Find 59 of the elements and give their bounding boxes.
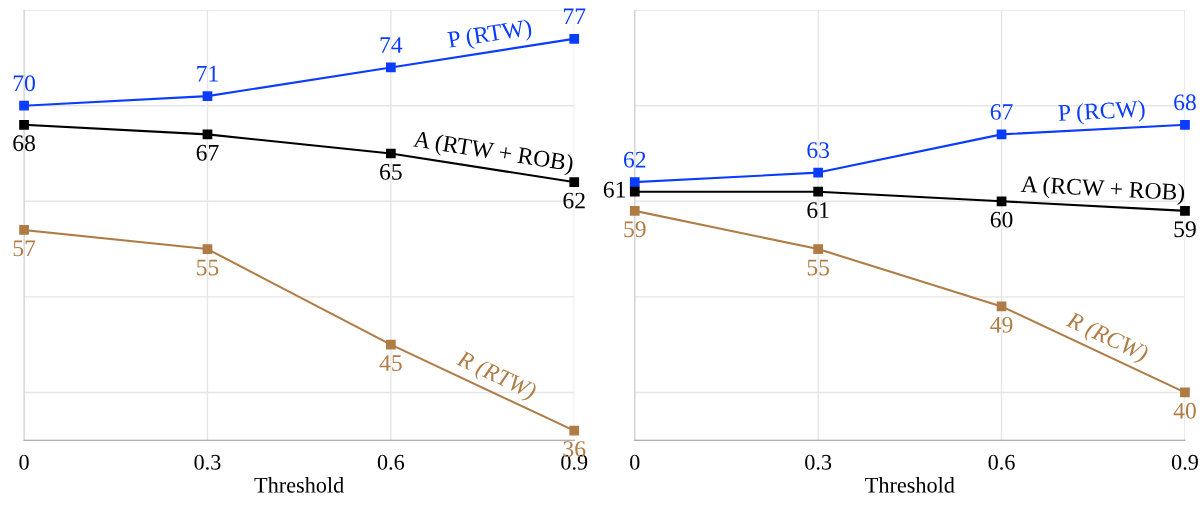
data-label: 71 <box>197 65 218 82</box>
data-label: 65 <box>380 163 402 180</box>
point <box>569 177 580 188</box>
data-label: 55 <box>807 259 830 276</box>
data-label: 77 <box>564 8 586 25</box>
series-label: A (RCW + ROB) <box>1020 175 1185 206</box>
series-label: P (RCW) <box>1058 99 1146 126</box>
data-label: 61 <box>603 181 626 198</box>
data-label: 40 <box>1173 402 1196 419</box>
text: R (RCW) <box>1063 310 1150 367</box>
data-label: 62 <box>623 151 646 168</box>
point <box>569 425 580 436</box>
text: A (RTW + ROB) <box>412 130 574 177</box>
x-tick-label: 0.9 <box>1171 454 1198 470</box>
x-tick-label: 0.3 <box>805 454 832 470</box>
point <box>629 205 640 216</box>
point <box>629 186 640 197</box>
data-label: 63 <box>807 142 830 159</box>
x-tick-label: 0.6 <box>988 454 1015 470</box>
text: P (RTW) <box>447 18 533 53</box>
x-tick-label: 0.3 <box>194 454 221 470</box>
data-label: 55 <box>197 259 219 276</box>
x-tick-label: 0 <box>630 454 640 470</box>
x-tick-label: 0 <box>19 454 29 470</box>
point <box>1180 119 1190 130</box>
data-label: 62 <box>563 192 585 209</box>
data-label: 67 <box>196 144 219 161</box>
x-axis-title: Threshold <box>254 477 344 493</box>
point <box>19 119 29 130</box>
data-label: 68 <box>13 135 35 152</box>
data-label: 59 <box>624 221 646 238</box>
data-label: 57 <box>13 240 36 257</box>
text: R (RTW) <box>453 349 538 404</box>
point <box>813 244 824 254</box>
data-label: 60 <box>990 211 1013 228</box>
point <box>202 244 213 254</box>
point <box>813 186 824 197</box>
point <box>385 148 396 159</box>
point <box>1180 387 1190 398</box>
data-label: 45 <box>379 355 402 371</box>
data-label: 68 <box>1174 94 1196 111</box>
point <box>19 100 29 111</box>
point <box>996 196 1007 207</box>
data-label: 67 <box>990 103 1013 120</box>
x-axis-title: Threshold <box>865 477 955 493</box>
data-label: 74 <box>380 37 403 53</box>
point <box>202 91 213 102</box>
point <box>629 177 640 188</box>
data-label: 59 <box>1174 221 1196 238</box>
point <box>19 225 29 235</box>
point <box>569 33 580 44</box>
point <box>385 339 396 350</box>
data-label: 49 <box>990 316 1013 333</box>
data-label: 70 <box>13 75 35 92</box>
x-tick-label: 0.6 <box>377 454 405 470</box>
data-label: 61 <box>807 202 829 219</box>
point <box>385 62 396 73</box>
point <box>1180 205 1190 216</box>
point <box>813 167 824 178</box>
